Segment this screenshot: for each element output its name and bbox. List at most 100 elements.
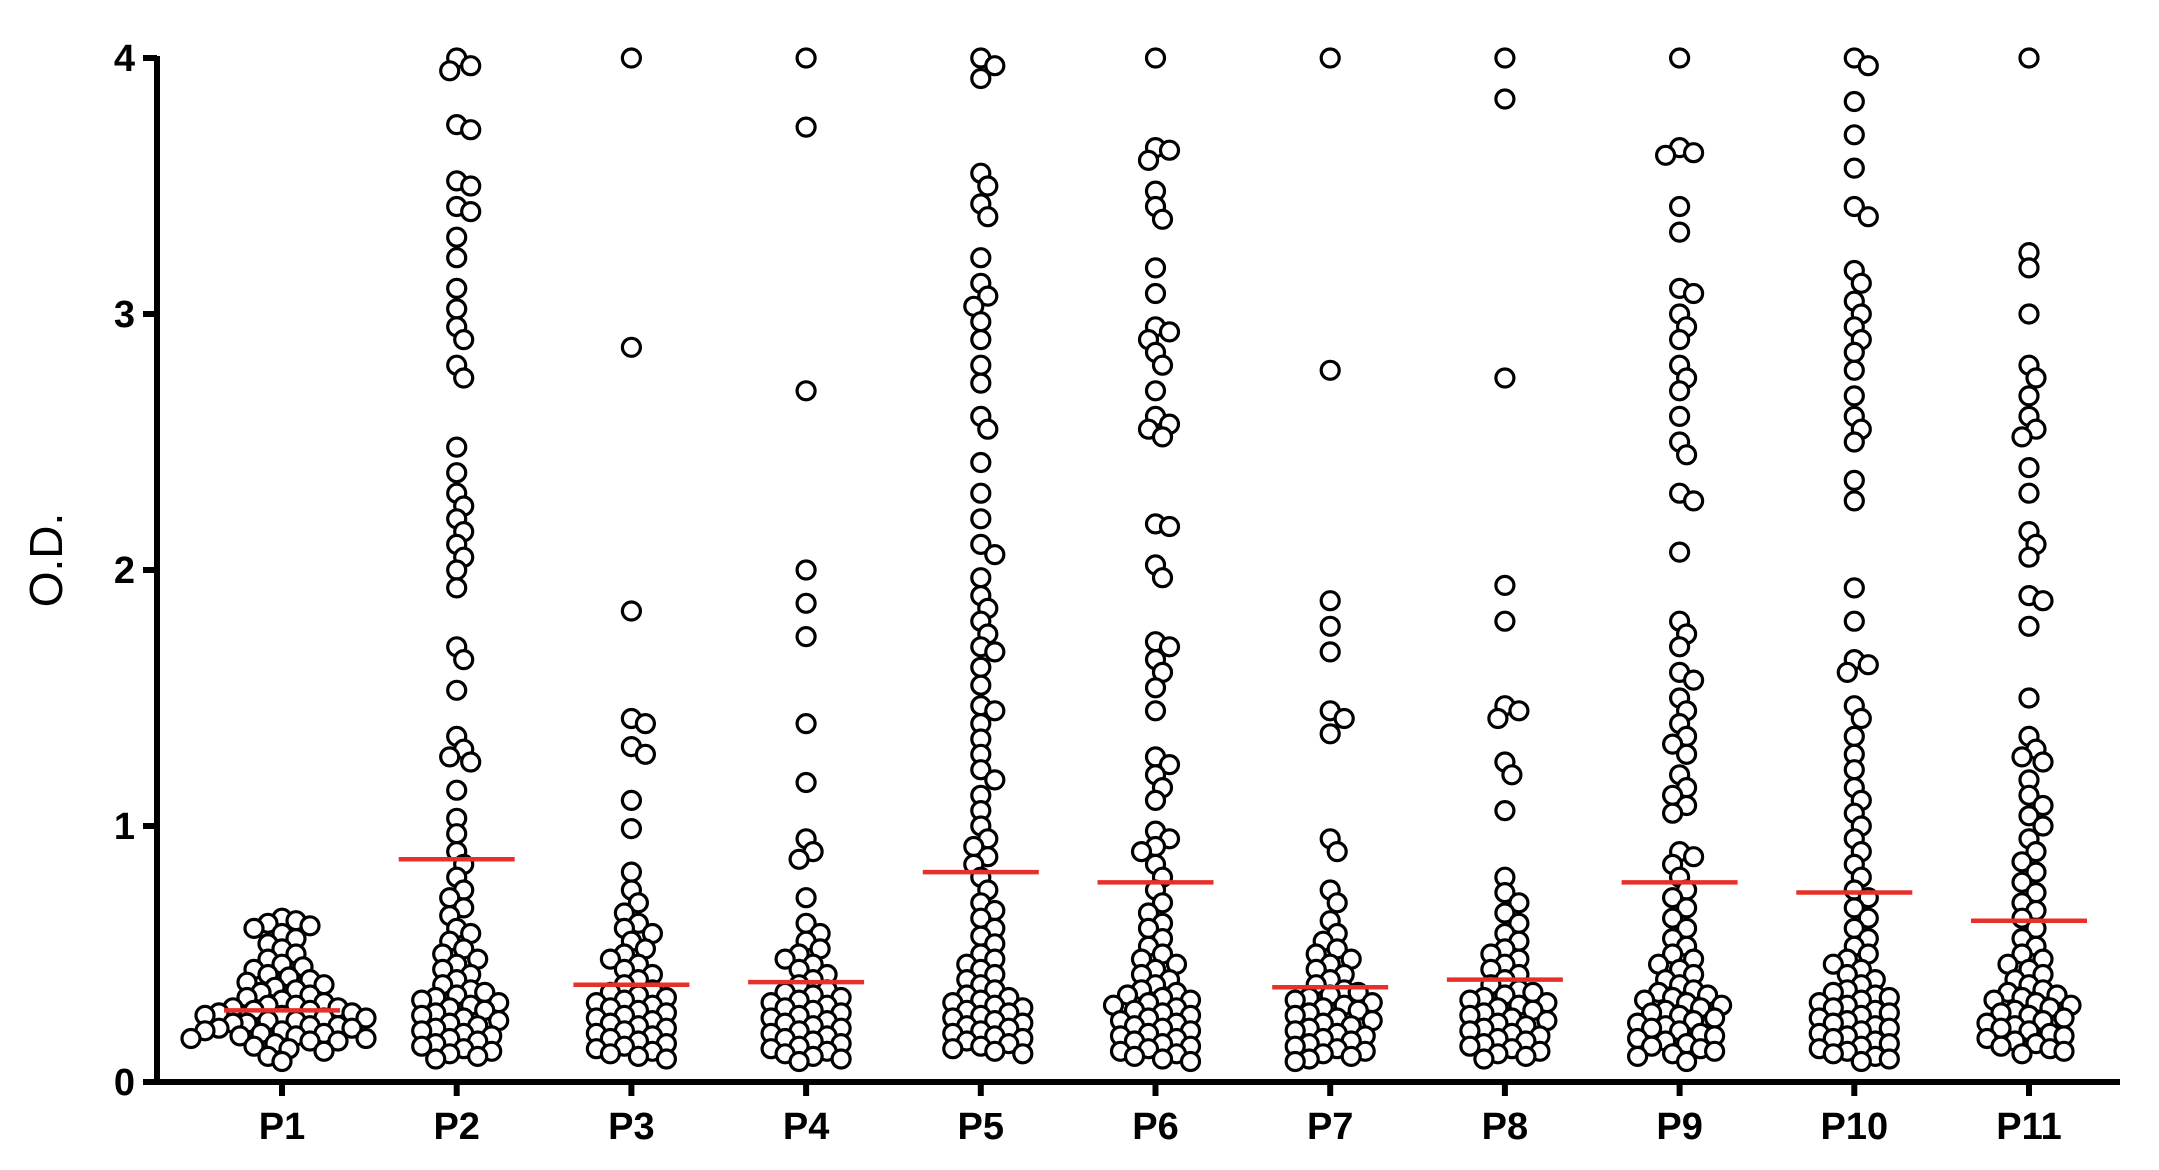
data-point (1843, 157, 1865, 179)
x-tick-label: P4 (783, 1106, 829, 1148)
data-point (788, 848, 810, 870)
data-point (313, 1040, 335, 1062)
data-point (1151, 567, 1174, 589)
data-point (299, 915, 321, 937)
data-point (795, 47, 817, 69)
data-point (1661, 733, 1684, 755)
data-point (1668, 195, 1691, 218)
data-point (1675, 1050, 1698, 1073)
data-point (1012, 1043, 1034, 1065)
data-point (1130, 840, 1153, 863)
data-point (1668, 47, 1691, 69)
data-point (2018, 784, 2040, 806)
data-point (1857, 55, 1879, 77)
data-point (2032, 590, 2054, 612)
data-point (1822, 1043, 1844, 1065)
data-point (1151, 892, 1174, 914)
data-point (1682, 490, 1705, 512)
data-point (271, 1050, 293, 1073)
data-point (1661, 907, 1684, 929)
data-point (180, 1027, 202, 1050)
data-point (970, 656, 992, 678)
data-point (620, 47, 643, 69)
data-point (984, 1040, 1006, 1062)
data-point (446, 559, 468, 581)
data-point (634, 712, 657, 735)
data-point (970, 354, 992, 376)
data-point (1668, 541, 1691, 563)
data-point (1137, 149, 1160, 171)
data-point (1508, 892, 1530, 914)
data-point (1459, 1035, 1481, 1057)
data-point (2032, 815, 2054, 837)
y-tick-label: 0 (114, 1062, 135, 1104)
data-point (1836, 661, 1858, 684)
data-point (1515, 1045, 1537, 1068)
data-point (795, 771, 817, 794)
data-point (243, 1035, 265, 1057)
data-point (446, 436, 468, 458)
data-point (984, 769, 1006, 791)
data-point (1144, 380, 1167, 402)
data-point (2011, 1043, 2033, 1065)
data-point (977, 206, 999, 228)
data-point (795, 625, 817, 648)
data-point (299, 1030, 321, 1052)
data-point (1668, 380, 1691, 402)
data-point (1158, 139, 1181, 161)
data-point (1319, 359, 1341, 381)
data-point (439, 60, 461, 82)
data-point (1144, 677, 1167, 699)
data-point (1703, 1040, 1726, 1062)
x-tick-label: P11 (1996, 1106, 2062, 1148)
data-point (1151, 1048, 1174, 1070)
data-point (460, 201, 482, 223)
data-point (620, 817, 643, 840)
data-point (795, 380, 817, 402)
data-point (2018, 303, 2040, 325)
data-point (627, 892, 650, 914)
x-tick-label: P9 (1656, 1106, 1702, 1148)
y-tick-label: 1 (114, 806, 135, 848)
y-tick-label: 3 (114, 294, 135, 336)
data-point (1494, 574, 1516, 597)
data-point (1703, 1007, 1726, 1029)
data-point (355, 1007, 377, 1029)
data-point (2018, 257, 2040, 279)
data-point (2018, 615, 2040, 637)
data-point (446, 577, 468, 599)
x-tick-label: P3 (608, 1106, 654, 1148)
data-point (1340, 1045, 1362, 1068)
data-point (1843, 897, 1865, 919)
data-point (788, 1050, 810, 1073)
data-point (1843, 359, 1865, 381)
data-point (1850, 272, 1872, 294)
data-point (977, 285, 999, 307)
data-point (460, 751, 482, 773)
data-point (1640, 1035, 1663, 1057)
data-point (1682, 669, 1705, 691)
data-point (1990, 1035, 2012, 1057)
data-point (620, 600, 643, 622)
data-point (1668, 329, 1691, 351)
data-point (970, 759, 992, 781)
data-point (1144, 700, 1167, 722)
x-tick-label: P2 (433, 1106, 479, 1148)
data-point (1179, 1050, 1202, 1073)
data-point (1151, 426, 1174, 448)
data-point (2053, 1040, 2075, 1062)
data-point (1878, 1048, 1900, 1070)
data-point (1144, 282, 1167, 305)
data-point (970, 372, 992, 394)
data-point (1487, 707, 1509, 730)
data-point (984, 55, 1006, 77)
data-point (1850, 707, 1872, 730)
data-point (2032, 751, 2054, 773)
data-point (1494, 881, 1516, 904)
data-point (1319, 47, 1341, 69)
data-point (1151, 208, 1174, 230)
data-point (453, 329, 475, 351)
data-point (970, 67, 992, 90)
data-point (425, 1048, 447, 1070)
data-point (2018, 385, 2040, 407)
